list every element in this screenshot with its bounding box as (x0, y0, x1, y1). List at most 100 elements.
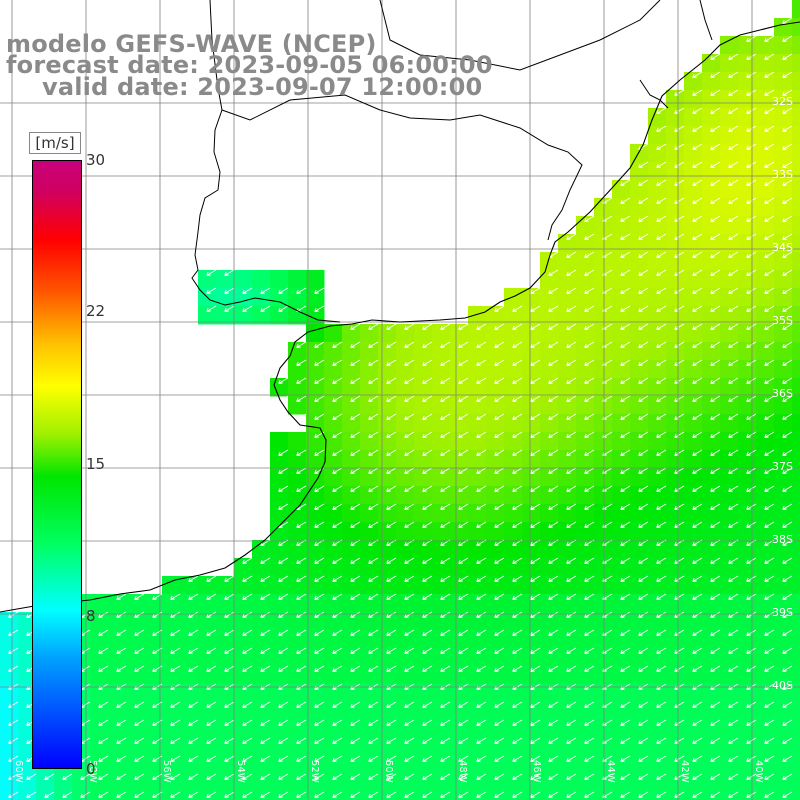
wind-arrow (692, 107, 703, 114)
field-cell (504, 324, 523, 343)
wind-arrow (746, 557, 757, 564)
wind-arrow (728, 647, 739, 654)
field-cell (720, 36, 739, 55)
field-cell (774, 738, 793, 757)
field-cell (414, 612, 433, 631)
field-cell (774, 756, 793, 775)
wind-arrow (260, 287, 271, 294)
wind-arrow (656, 377, 667, 384)
field-cell (252, 684, 271, 703)
field-cell (702, 720, 721, 739)
field-cell (540, 270, 559, 289)
field-cell (666, 468, 685, 487)
field-cell (684, 450, 703, 469)
field-cell (540, 738, 559, 757)
field-cell (648, 342, 667, 361)
field-cell (342, 756, 361, 775)
field-cell (270, 270, 289, 289)
wind-arrow (206, 629, 217, 636)
field-cell (468, 738, 487, 757)
field-cell (324, 378, 343, 397)
field-cell (738, 342, 757, 361)
wind-arrow (260, 791, 271, 798)
field-cell (270, 306, 289, 325)
wind-arrow (296, 737, 307, 744)
field-cell (108, 648, 127, 667)
wind-arrow (260, 719, 271, 726)
wind-arrow (296, 341, 307, 348)
wind-arrow (782, 305, 793, 312)
wind-arrow (692, 71, 703, 78)
wind-arrow (710, 467, 721, 474)
wind-arrow (494, 323, 505, 330)
wind-arrow (584, 557, 595, 564)
field-cell (792, 522, 800, 541)
wind-arrow (566, 791, 577, 798)
field-cell (774, 720, 793, 739)
field-cell (612, 378, 631, 397)
wind-arrow (134, 701, 145, 708)
wind-arrow (620, 629, 631, 636)
wind-arrow (530, 359, 541, 366)
wind-arrow (764, 449, 775, 456)
wind-arrow (332, 791, 343, 798)
field-cell (774, 288, 793, 307)
field-cell (630, 612, 649, 631)
wind-arrow (260, 755, 271, 762)
wind-arrow (746, 611, 757, 618)
wind-arrow (728, 323, 739, 330)
field-cell (54, 774, 73, 793)
wind-arrow (206, 755, 217, 762)
wind-arrow (620, 413, 631, 420)
wind-arrow (242, 593, 253, 600)
wind-arrow (782, 323, 793, 330)
field-cell (630, 432, 649, 451)
field-cell (666, 684, 685, 703)
field-cell (558, 234, 577, 253)
wind-arrow (656, 737, 667, 744)
wind-arrow (548, 647, 559, 654)
field-cell (630, 558, 649, 577)
wind-arrow (350, 791, 361, 798)
field-cell (342, 540, 361, 559)
wind-arrow (278, 611, 289, 618)
wind-arrow (440, 773, 451, 780)
wind-arrow (548, 719, 559, 726)
field-cell (630, 324, 649, 343)
field-cell (738, 180, 757, 199)
field-cell (450, 504, 469, 523)
field-cell (504, 720, 523, 739)
wind-arrow (296, 791, 307, 798)
field-cell (576, 630, 595, 649)
field-cell (720, 594, 739, 613)
wind-arrow (152, 791, 163, 798)
wind-arrow (458, 557, 469, 564)
wind-arrow (314, 575, 325, 582)
wind-arrow (224, 665, 235, 672)
wind-arrow (80, 791, 91, 798)
field-cell (756, 612, 775, 631)
wind-arrow (692, 485, 703, 492)
field-cell (738, 288, 757, 307)
wind-arrow (422, 719, 433, 726)
wind-arrow (782, 359, 793, 366)
wind-arrow (494, 305, 505, 312)
wind-arrow (782, 737, 793, 744)
wind-arrow (476, 593, 487, 600)
field-cell (0, 648, 19, 667)
field-cell (720, 342, 739, 361)
wind-arrow (692, 629, 703, 636)
field-cell (288, 666, 307, 685)
wind-arrow (566, 485, 577, 492)
wind-arrow (314, 485, 325, 492)
wind-arrow (530, 719, 541, 726)
field-cell (792, 756, 800, 775)
field-cell (306, 702, 325, 721)
field-cell (630, 468, 649, 487)
field-cell (162, 738, 181, 757)
coastline (0, 0, 800, 613)
field-cell (234, 612, 253, 631)
field-cell (648, 468, 667, 487)
wind-arrow (764, 197, 775, 204)
